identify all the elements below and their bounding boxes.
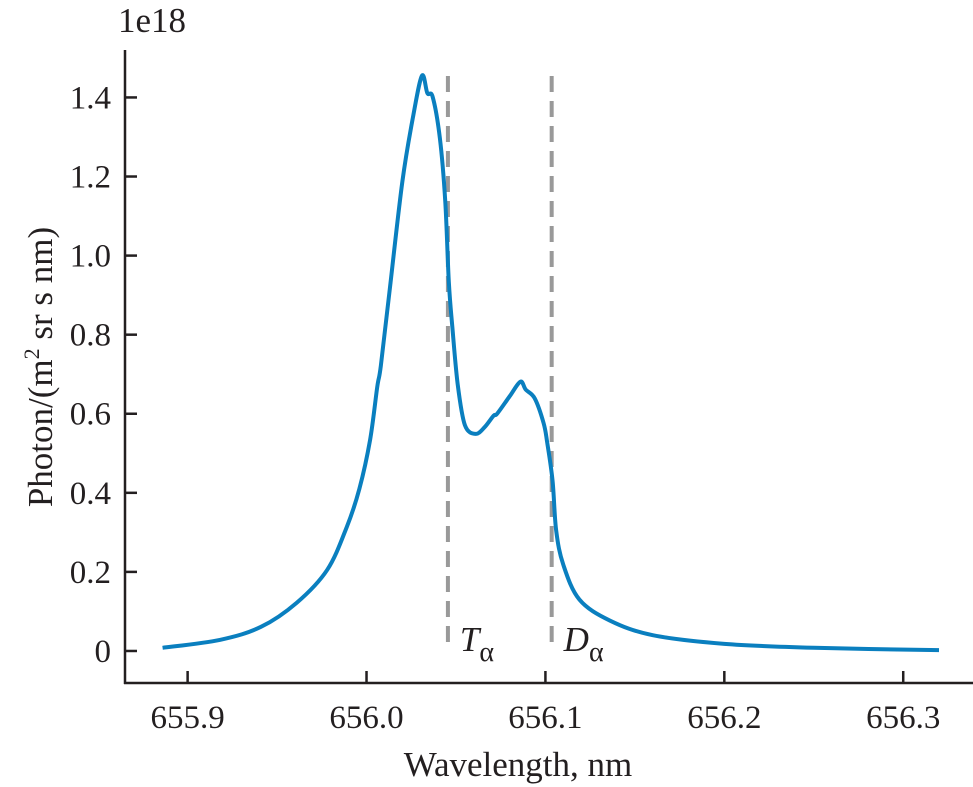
reference-lines: Tα Dα [445, 76, 604, 668]
line-label: Dα [563, 620, 604, 668]
y-tick-label: 0.2 [70, 555, 111, 591]
y-axis-label: Photon/(m2 sr s nm) [19, 227, 60, 507]
x-axis-label: Wavelength, nm [404, 745, 633, 784]
x-tick-label: 656.1 [508, 700, 582, 736]
axes [123, 50, 973, 685]
y-tick-label: 1.4 [70, 80, 111, 116]
y-tick-label: 1.2 [70, 160, 111, 196]
y-multiplier: 1e18 [118, 1, 186, 40]
y-tick-label: 0.8 [70, 318, 111, 354]
y-tick-label: 1.0 [70, 239, 111, 275]
line-label: Tα [460, 620, 494, 668]
x-tick-label: 656.3 [866, 700, 940, 736]
y-tick-label: 0.6 [70, 397, 111, 433]
y-tick-label: 0 [95, 634, 112, 670]
ticks: 655.9 656.0 656.1 656.2 656.3 0 0.2 0.4 0.6 0.8 1.… [70, 80, 941, 736]
series-line [162, 73, 940, 653]
x-tick-label: 656.0 [329, 700, 403, 736]
x-tick-label: 655.9 [150, 700, 224, 736]
x-tick-label: 656.2 [687, 700, 761, 736]
y-tick-label: 0.4 [70, 476, 111, 512]
